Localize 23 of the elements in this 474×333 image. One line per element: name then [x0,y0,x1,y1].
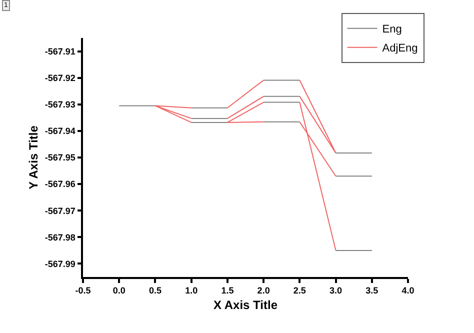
legend-label: AdjEng [382,42,418,55]
y-axis-title: Y Axis Title [26,125,41,190]
x-tick-label: 3.0 [330,286,342,296]
x-tick-label: 0.5 [148,286,162,296]
x-axis-title: X Axis Title [213,298,278,312]
y-tick-label: -567.98 [44,232,76,242]
y-tick-label: -567.95 [44,152,76,163]
x-tick-label: 2.0 [257,286,270,296]
y-tick-label: -567.93 [44,100,76,110]
x-tick-label: 0.0 [112,286,126,296]
x-tick-label: 3.5 [366,286,378,296]
legend-label: Eng [382,24,402,36]
y-tick-label: -567.96 [44,179,76,190]
y-tick-label: -567.99 [44,258,76,269]
y-tick-label: -567.92 [44,72,76,83]
x-tick-label: 1.0 [185,286,198,296]
x-tick-label: -0.5 [75,286,91,296]
y-tick-label: -567.97 [44,206,76,216]
y-tick-label: -567.91 [44,46,76,56]
x-tick-label: 4.0 [402,286,414,296]
x-tick-label: 1.5 [221,286,234,296]
x-tick-label: 2.5 [293,286,306,296]
y-tick-label: -567.94 [44,126,76,136]
